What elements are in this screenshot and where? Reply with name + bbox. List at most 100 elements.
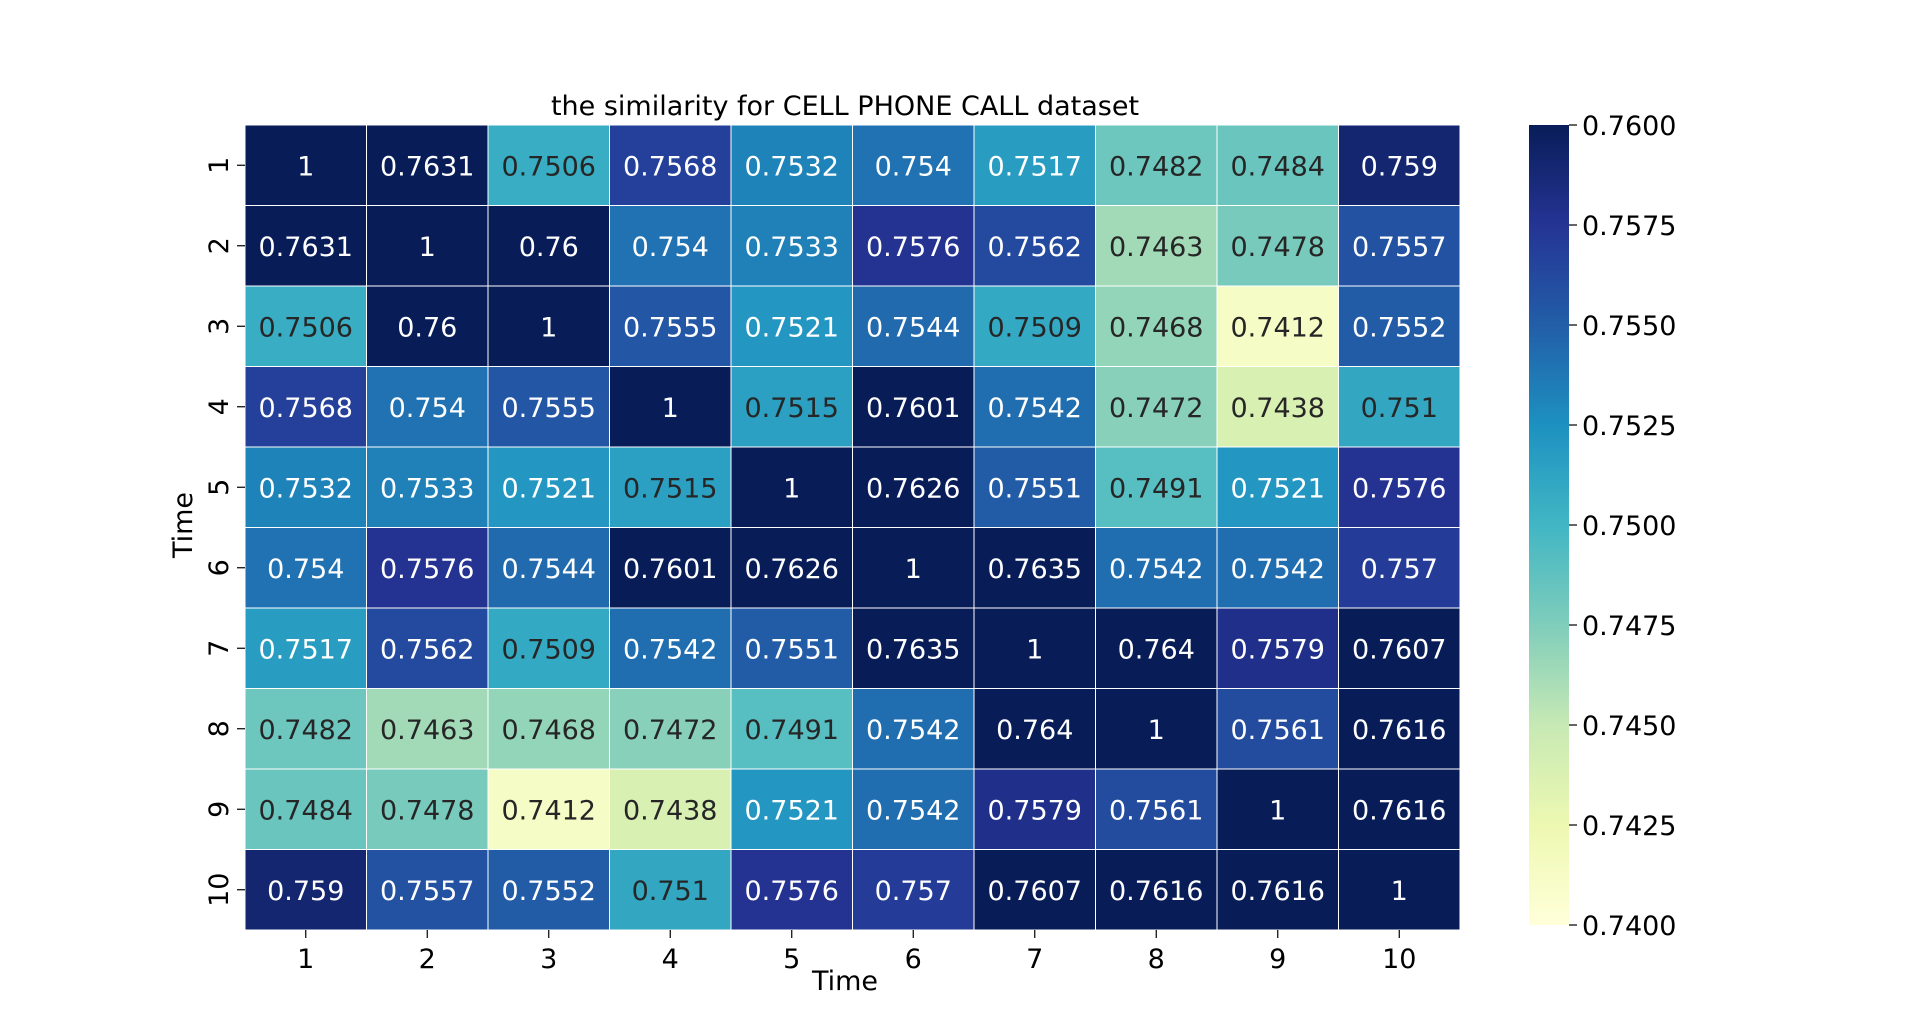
cell-value-label: 0.7533	[745, 232, 839, 263]
cell-value-label: 0.7506	[502, 151, 596, 182]
x-axis-ticks: 1 2 3 4 5 6 7 8 9 10	[297, 930, 1416, 975]
heatmap-cell	[244, 124, 367, 206]
cell-value-label: 0.759	[1361, 151, 1438, 182]
cell-value-label: 1	[1269, 795, 1286, 826]
cell-value-label: 0.7506	[259, 312, 353, 343]
heatmap-cell	[852, 768, 975, 850]
cell-value-label: 0.7607	[1352, 634, 1446, 665]
cell-value-label: 0.7515	[745, 393, 839, 424]
cell-value-label: 0.7468	[1109, 312, 1203, 343]
cell-value-label: 0.7576	[866, 232, 960, 263]
heatmap-cell	[730, 366, 853, 448]
y-axis-ticks: 1 2 3 4 5 6 7 8 9 10	[204, 157, 245, 907]
heatmap-cell	[1216, 527, 1339, 609]
cell-value-label: 0.754	[632, 232, 709, 263]
cell-value-label: 0.7517	[988, 151, 1082, 182]
heatmap-cell	[487, 688, 610, 770]
cell-value-label: 0.7616	[1352, 715, 1446, 746]
heatmap-cell	[487, 205, 610, 287]
heatmap-cell	[244, 285, 367, 367]
cell-value-label: 0.7532	[745, 151, 839, 182]
cell-value-label: 0.7491	[1109, 473, 1203, 504]
heatmap-cell	[609, 124, 732, 206]
cell-value-label: 0.7562	[988, 232, 1082, 263]
heatmap-cell	[730, 124, 853, 206]
heatmap-cell	[1095, 768, 1218, 850]
heatmap-cell	[852, 607, 975, 689]
heatmap-cell	[973, 527, 1096, 609]
cell-value-label: 0.7544	[866, 312, 960, 343]
heatmap-cell	[1095, 446, 1218, 528]
cell-value-label: 1	[1026, 634, 1043, 665]
y-tick-label: 4	[204, 398, 235, 415]
cell-value-label: 0.754	[267, 554, 344, 585]
cell-value-label: 0.7576	[380, 554, 474, 585]
cell-value-label: 0.7521	[745, 312, 839, 343]
heatmap-cell	[973, 768, 1096, 850]
cell-value-label: 0.7521	[1231, 473, 1325, 504]
x-tick-label: 5	[783, 944, 800, 975]
heatmap-cell	[1216, 446, 1339, 528]
cell-value-label: 0.7616	[1352, 795, 1446, 826]
x-tick-label: 10	[1382, 944, 1416, 975]
heatmap-cell	[487, 768, 610, 850]
heatmap-cell	[852, 205, 975, 287]
x-tick-label: 3	[540, 944, 557, 975]
cell-value-label: 0.7631	[380, 151, 474, 182]
cell-value-label: 0.7412	[1231, 312, 1325, 343]
heatmap-cell	[730, 285, 853, 367]
y-tick-label: 5	[204, 479, 235, 496]
heatmap-cell	[1216, 607, 1339, 689]
cell-value-label: 0.7555	[623, 312, 717, 343]
cell-value-label: 0.7561	[1109, 795, 1203, 826]
heatmap-cell	[1216, 849, 1339, 931]
cell-value-label: 0.7517	[259, 634, 353, 665]
heatmap-cell	[1216, 688, 1339, 770]
heatmap-cell	[366, 688, 489, 770]
y-tick-label: 6	[204, 559, 235, 576]
heatmap-cell	[852, 527, 975, 609]
heatmap-cell	[1216, 768, 1339, 850]
x-tick-label: 9	[1269, 944, 1286, 975]
heatmap-cell	[244, 366, 367, 448]
cell-value-label: 0.7542	[1231, 554, 1325, 585]
heatmap-cell	[487, 285, 610, 367]
x-tick-label: 8	[1148, 944, 1165, 975]
cell-value-label: 0.759	[267, 876, 344, 907]
cell-value-label: 0.751	[1361, 393, 1438, 424]
cell-value-label: 1	[905, 554, 922, 585]
heatmap-cell	[609, 849, 732, 931]
heatmap-cell	[244, 607, 367, 689]
cell-value-label: 0.7579	[988, 795, 1082, 826]
heatmap-cell	[973, 607, 1096, 689]
cell-value-label: 0.7484	[1231, 151, 1325, 182]
heatmap-cell	[609, 607, 732, 689]
heatmap-cell	[1095, 285, 1218, 367]
heatmap-cell	[1338, 607, 1461, 689]
heatmap-cell	[1095, 688, 1218, 770]
y-tick-label: 2	[204, 237, 235, 254]
y-tick-label: 7	[204, 640, 235, 657]
heatmap-cell	[852, 446, 975, 528]
cell-value-label: 0.7568	[623, 151, 717, 182]
cell-value-label: 0.7463	[1109, 232, 1203, 263]
cell-value-label: 0.7557	[380, 876, 474, 907]
heatmap-cell	[487, 446, 610, 528]
cell-value-label: 0.7472	[1109, 393, 1203, 424]
heatmap-cell	[244, 849, 367, 931]
heatmap-cell	[1095, 849, 1218, 931]
cell-value-label: 0.7515	[623, 473, 717, 504]
cell-value-label: 0.7412	[502, 795, 596, 826]
colorbar	[1529, 125, 1569, 925]
x-axis-label: Time	[811, 966, 878, 997]
heatmap-cell	[366, 124, 489, 206]
cell-value-label: 0.7478	[1231, 232, 1325, 263]
heatmap-cell	[609, 768, 732, 850]
colorbar-tick-label: 0.7425	[1582, 811, 1676, 842]
cell-value-label: 0.7626	[866, 473, 960, 504]
colorbar-tick-label: 0.7475	[1582, 611, 1676, 642]
heatmap-cell	[730, 446, 853, 528]
colorbar-tick-label: 0.7500	[1582, 511, 1676, 542]
heatmap-cell	[973, 849, 1096, 931]
heatmap-cells: 1 0.7631 0.7506 0.7568 0.7532 0.754 0.7517 0.74…	[244, 124, 1461, 931]
